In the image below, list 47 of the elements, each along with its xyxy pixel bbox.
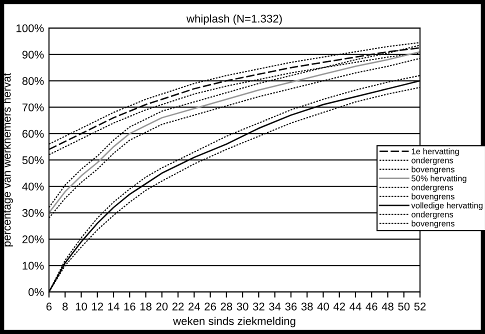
x-tick-label: 48: [382, 302, 394, 310]
x-tick-label: 52: [414, 302, 426, 310]
legend-label: ondergrens: [412, 211, 454, 220]
y-tick-label: 80%: [22, 77, 44, 85]
legend-label: volledige hervatting: [411, 202, 482, 210]
x-tick-label: 8: [62, 302, 68, 310]
legend-label: ondergrens: [412, 157, 454, 165]
x-tick-label: 20: [156, 302, 168, 310]
legend-label: ondergrens: [412, 184, 454, 192]
y-tick-label: 20%: [22, 235, 44, 244]
x-tick-label: 18: [140, 302, 152, 310]
x-tick-label: 38: [301, 302, 313, 310]
x-tick-label: 26: [204, 302, 216, 310]
legend-label: bovengrens: [412, 193, 454, 202]
x-tick-label: 40: [317, 302, 329, 310]
y-tick-label: 50%: [22, 156, 44, 164]
y-tick-label: 60%: [22, 130, 44, 138]
x-axis-title: weken sinds ziekmelding: [173, 316, 296, 328]
chart-title: whiplash (N=1.332): [186, 14, 282, 25]
y-tick-label: 30%: [22, 209, 44, 217]
y-tick-label: 0%: [28, 288, 44, 296]
x-tick-label: 12: [92, 302, 103, 310]
x-tick-label: 34: [269, 302, 281, 310]
x-tick-label: 14: [108, 302, 120, 310]
x-tick-label: 50: [398, 302, 410, 310]
x-tick-label: 30: [236, 302, 248, 310]
y-tick-label: 10%: [22, 262, 44, 270]
x-tick-label: 10: [76, 302, 87, 310]
x-tick-label: 24: [188, 302, 200, 310]
x-tick-label: 22: [172, 302, 184, 310]
legend-label: 50% hervatting: [412, 175, 466, 184]
x-tick-label: 46: [366, 302, 378, 310]
x-tick-label: 6: [46, 302, 52, 310]
y-tick-label: 40%: [22, 182, 44, 191]
y-axis-title: percentage van werknemers hervat: [2, 72, 13, 246]
legend-label: 1e hervatting: [412, 148, 459, 156]
x-tick-label: 28: [220, 302, 232, 310]
legend-label: bovengrens: [412, 220, 454, 228]
legend-label: bovengrens: [412, 166, 454, 174]
x-tick-label: 44: [350, 302, 362, 310]
y-tick-label: 100%: [16, 24, 44, 32]
x-tick-label: 32: [252, 302, 264, 310]
y-tick-label: 70%: [22, 103, 44, 112]
x-tick-label: 16: [124, 302, 136, 310]
x-tick-label: 42: [333, 302, 345, 310]
y-tick-label: 90%: [22, 50, 44, 59]
x-tick-label: 36: [285, 302, 297, 310]
